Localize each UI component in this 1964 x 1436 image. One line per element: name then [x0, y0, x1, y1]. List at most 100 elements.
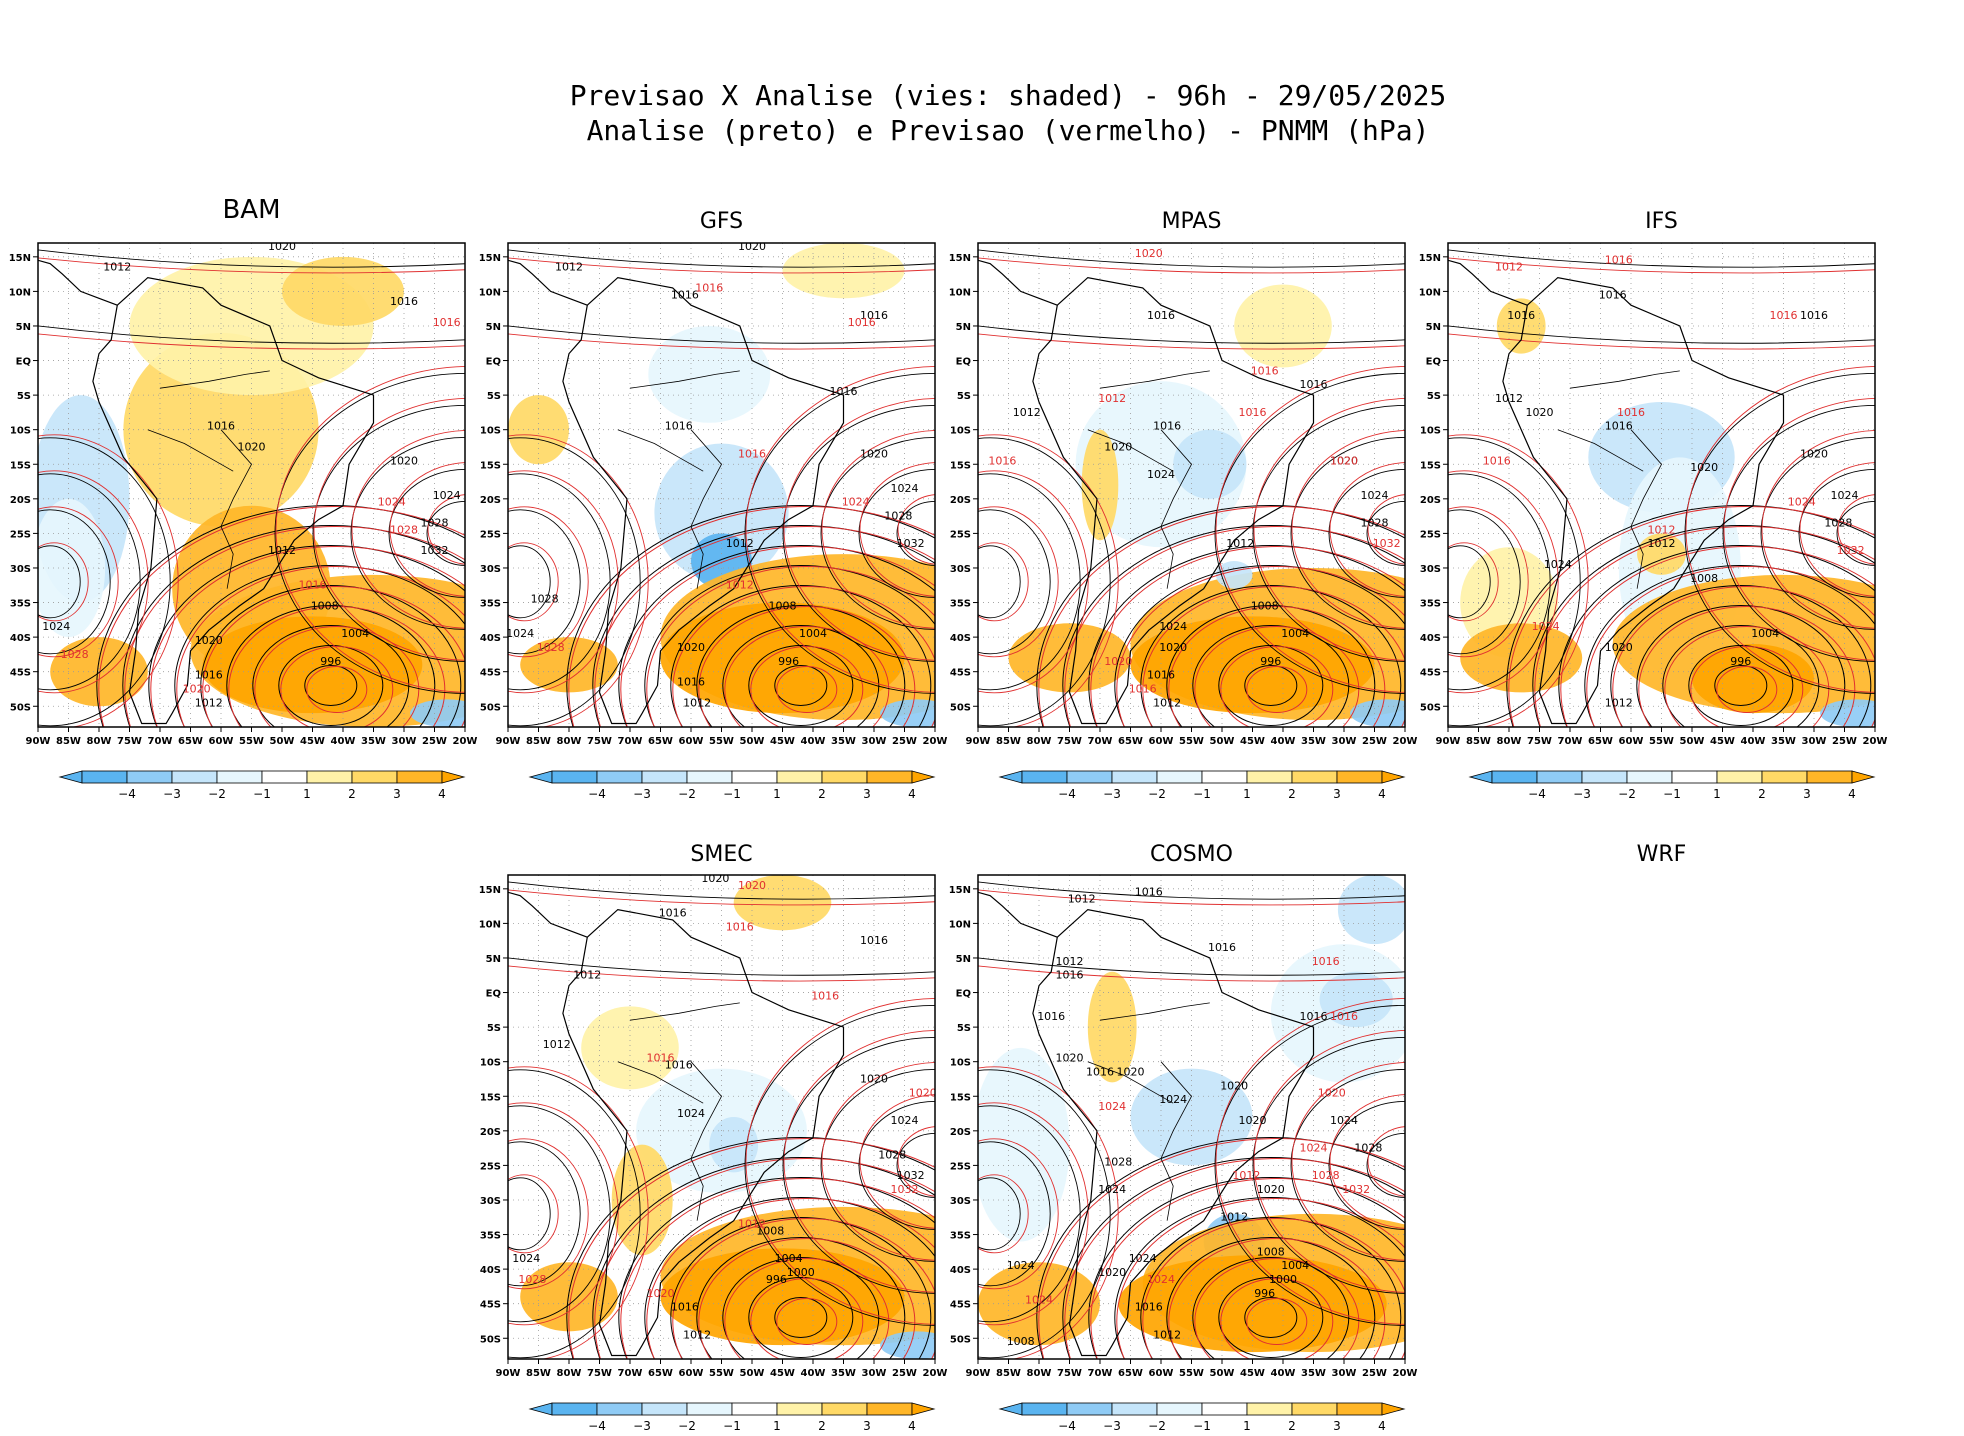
forecast-isobar	[351, 430, 465, 629]
lat-tick-label: 15S	[480, 1092, 501, 1103]
colorbar-label: 3	[863, 787, 871, 801]
forecast-isobar	[1291, 430, 1405, 629]
colorbar-label: −2	[1148, 787, 1166, 801]
colorbar-segment	[1806, 770, 1853, 784]
bias-region	[1087, 971, 1137, 1083]
forecast-isobar	[724, 626, 890, 727]
forecast-isobar	[978, 1138, 1059, 1290]
colorbar-label: −3	[1573, 787, 1591, 801]
lon-tick-label: 55W	[709, 1368, 734, 1379]
colorbar-label: 1	[303, 787, 311, 801]
forecast-isobar-label: 1020	[909, 1086, 937, 1099]
lon-tick-label: 20W	[453, 736, 478, 747]
lon-tick-label: 65W	[1588, 736, 1613, 747]
colorbar-segment	[1246, 770, 1293, 784]
colorbar-label: 2	[818, 787, 826, 801]
lon-tick-label: 45W	[770, 1368, 795, 1379]
analysis-isobar-label: 996	[1730, 655, 1751, 668]
analysis-isobar	[978, 437, 1111, 727]
analysis-isobar-label: 996	[320, 655, 341, 668]
lat-tick-label: 45S	[480, 668, 501, 679]
lon-tick-label: 25W	[1362, 736, 1387, 747]
analysis-isobar	[978, 249, 1405, 268]
analysis-isobar-label: 1012	[726, 537, 754, 550]
forecast-isobar	[98, 506, 465, 727]
analysis-isobar-label: 1012	[103, 261, 131, 274]
colorbar-left-arrow	[998, 770, 1023, 784]
colorbar-segment	[821, 1402, 868, 1416]
analysis-isobar	[1584, 565, 1875, 727]
lon-tick-label: 80W	[1027, 736, 1052, 747]
forecast-isobar	[508, 434, 649, 727]
colorbar-segment	[731, 770, 778, 784]
colorbar-label: −2	[1618, 787, 1636, 801]
forecast-isobar-label: 1020	[1318, 1086, 1346, 1099]
analysis-isobar-label: 1016	[1605, 420, 1633, 433]
lon-tick-label: 60W	[1619, 736, 1644, 747]
map-area: 1020101610161012101210161024102010241028…	[508, 875, 937, 1359]
forecast-isobar-label: 1024	[378, 496, 406, 509]
lon-tick-label: 30W	[1332, 1368, 1357, 1379]
lon-tick-label: 60W	[679, 1368, 704, 1379]
colorbar-segment	[1111, 1402, 1158, 1416]
coastline	[1032, 276, 1315, 725]
forecast-isobar	[750, 1278, 864, 1359]
panel-title: IFS	[1645, 209, 1678, 234]
forecast-isobar	[1664, 626, 1830, 727]
lat-tick-label: 5S	[487, 391, 501, 402]
lon-tick-label: 30W	[392, 736, 417, 747]
analysis-isobar	[566, 1137, 935, 1359]
analysis-isobar	[174, 565, 465, 727]
panel-wrf: WRF	[1637, 842, 1687, 867]
lon-tick-label: 55W	[1179, 1368, 1204, 1379]
analysis-isobar	[978, 1069, 1111, 1359]
analysis-isobar	[1366, 500, 1405, 566]
forecast-isobar	[594, 1158, 935, 1359]
lat-tick-label: 5N	[956, 954, 971, 965]
lat-tick-label: 50S	[480, 1334, 501, 1345]
lat-tick-label: 40S	[950, 1265, 971, 1276]
lat-tick-label: 40S	[1420, 633, 1441, 644]
analysis-isobar-label: 996	[1260, 655, 1281, 668]
lon-tick-label: 75W	[587, 1368, 612, 1379]
forecast-isobar	[38, 333, 465, 350]
bias-region	[410, 699, 465, 727]
panel-gfs: GFS1020101210161016101610161020102410281…	[479, 209, 948, 801]
forecast-isobar-label: 1012	[1495, 261, 1523, 274]
lon-tick-label: 65W	[648, 1368, 673, 1379]
analysis-isobar-label: 1004	[341, 627, 369, 640]
forecast-isobar	[750, 646, 864, 727]
analysis-isobar	[1636, 605, 1846, 727]
lat-tick-label: 30S	[10, 564, 31, 575]
forecast-isobar-label: 1028	[61, 648, 89, 661]
analysis-isobar	[978, 509, 1051, 655]
analysis-isobar	[978, 1105, 1081, 1323]
analysis-isobar-label: 1028	[1354, 1142, 1382, 1155]
analysis-isobar	[1166, 605, 1376, 727]
lon-tick-label: 45W	[770, 736, 795, 747]
colorbar: −4 −3 −2 −1 1 2 3 4	[998, 1402, 1406, 1433]
analysis-isobar	[858, 1100, 935, 1230]
lat-tick-label: 50S	[950, 702, 971, 713]
bias-region	[1820, 699, 1875, 727]
analysis-isobar-label: 1016	[1135, 1301, 1163, 1314]
analysis-isobar-label: 1016	[1300, 1010, 1328, 1023]
analysis-isobar	[426, 500, 465, 566]
forecast-isobar	[389, 462, 465, 597]
forecast-isobar	[1586, 566, 1875, 727]
lon-tick-label: 85W	[526, 1368, 551, 1379]
analysis-isobar	[1290, 1068, 1405, 1262]
analysis-isobar	[1062, 525, 1405, 727]
analysis-isobar-label: 1012	[1648, 537, 1676, 550]
panel-title: MPAS	[1162, 209, 1222, 234]
colorbar-segment	[1201, 770, 1248, 784]
analysis-isobar-label: 1008	[311, 599, 339, 612]
forecast-isobar	[1142, 586, 1405, 727]
analysis-isobar	[896, 1132, 935, 1198]
lon-tick-label: 40W	[1271, 1368, 1296, 1379]
colorbar: −4 −3 −2 −1 1 2 3 4	[528, 770, 936, 801]
forecast-isobar-label: 1032	[1837, 544, 1865, 557]
analysis-isobar	[96, 505, 465, 727]
forecast-isobar	[897, 494, 935, 565]
